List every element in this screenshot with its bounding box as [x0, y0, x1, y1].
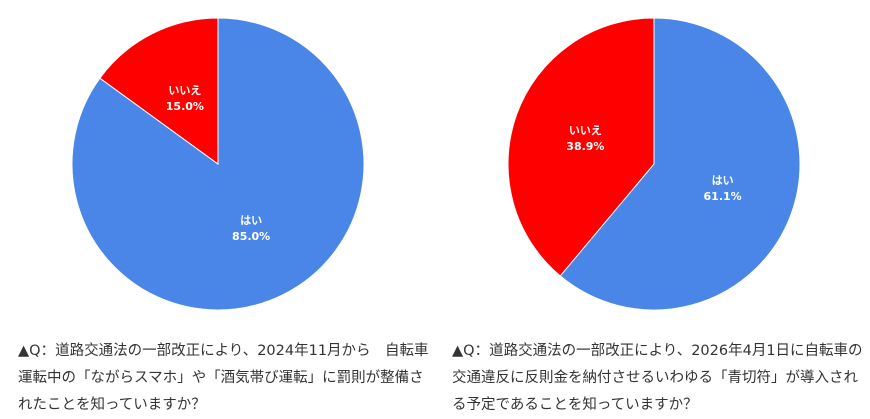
pie-slice [99, 17, 219, 165]
slice-label: いいえ [569, 124, 602, 137]
charts: はい 85.0% いいえ 15.0% はい 61.1% いいえ 38.9% [71, 17, 801, 311]
pie-slice [559, 17, 801, 311]
caption: ▲Q：道路交通法の一部改正により、2024年11月から 自転車運転中の「ながらス… [18, 343, 429, 413]
value-label: 38.9% [566, 140, 604, 153]
slice-label: はい [712, 174, 734, 187]
caption: ▲Q：道路交通法の一部改正により、2026年4月1日に自転車の交通違反に反則金を… [452, 343, 863, 413]
value-label: 15.0% [166, 100, 204, 113]
value-label: 85.0% [232, 230, 270, 243]
slice-label: いいえ [168, 84, 201, 97]
pie-slice [507, 17, 655, 277]
value-label: 61.1% [704, 190, 742, 203]
slice-label: はい [240, 214, 262, 227]
